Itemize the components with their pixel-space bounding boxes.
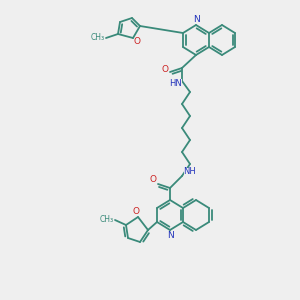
Text: CH₃: CH₃ bbox=[91, 34, 105, 43]
Text: HN: HN bbox=[169, 79, 182, 88]
Text: O: O bbox=[161, 65, 169, 74]
Text: CH₃: CH₃ bbox=[100, 215, 114, 224]
Text: O: O bbox=[149, 176, 157, 184]
Text: O: O bbox=[133, 206, 140, 215]
Text: NH: NH bbox=[184, 167, 196, 176]
Text: N: N bbox=[167, 232, 173, 241]
Text: O: O bbox=[134, 38, 140, 46]
Text: N: N bbox=[193, 14, 200, 23]
